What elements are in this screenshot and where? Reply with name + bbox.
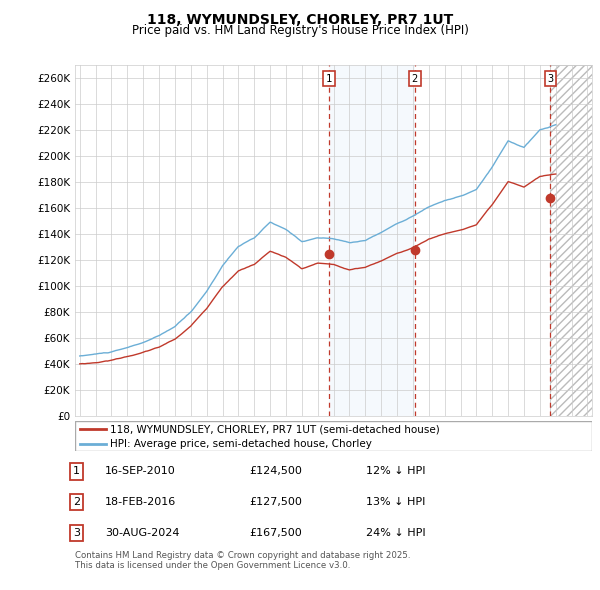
Bar: [550, 65, 592, 416]
Text: 3: 3: [547, 74, 553, 84]
Text: 16-SEP-2010: 16-SEP-2010: [105, 467, 176, 476]
Text: 12% ↓ HPI: 12% ↓ HPI: [366, 467, 425, 476]
Text: Price paid vs. HM Land Registry's House Price Index (HPI): Price paid vs. HM Land Registry's House …: [131, 24, 469, 37]
Text: £124,500: £124,500: [249, 467, 302, 476]
Text: 1: 1: [73, 467, 80, 476]
Text: £167,500: £167,500: [249, 528, 302, 537]
Text: £127,500: £127,500: [249, 497, 302, 507]
Text: 2: 2: [73, 497, 80, 507]
Text: 118, WYMUNDSLEY, CHORLEY, PR7 1UT (semi-detached house): 118, WYMUNDSLEY, CHORLEY, PR7 1UT (semi-…: [110, 424, 440, 434]
Text: 1: 1: [326, 74, 332, 84]
Text: 3: 3: [73, 528, 80, 537]
Text: 24% ↓ HPI: 24% ↓ HPI: [366, 528, 425, 537]
Text: 13% ↓ HPI: 13% ↓ HPI: [366, 497, 425, 507]
Text: 30-AUG-2024: 30-AUG-2024: [105, 528, 179, 537]
Bar: [329, 65, 415, 416]
Text: 18-FEB-2016: 18-FEB-2016: [105, 497, 176, 507]
Bar: [550, 65, 592, 416]
Bar: [550, 65, 592, 416]
Text: HPI: Average price, semi-detached house, Chorley: HPI: Average price, semi-detached house,…: [110, 439, 372, 448]
Text: Contains HM Land Registry data © Crown copyright and database right 2025.
This d: Contains HM Land Registry data © Crown c…: [75, 551, 410, 571]
Text: 2: 2: [412, 74, 418, 84]
Text: 118, WYMUNDSLEY, CHORLEY, PR7 1UT: 118, WYMUNDSLEY, CHORLEY, PR7 1UT: [147, 13, 453, 27]
